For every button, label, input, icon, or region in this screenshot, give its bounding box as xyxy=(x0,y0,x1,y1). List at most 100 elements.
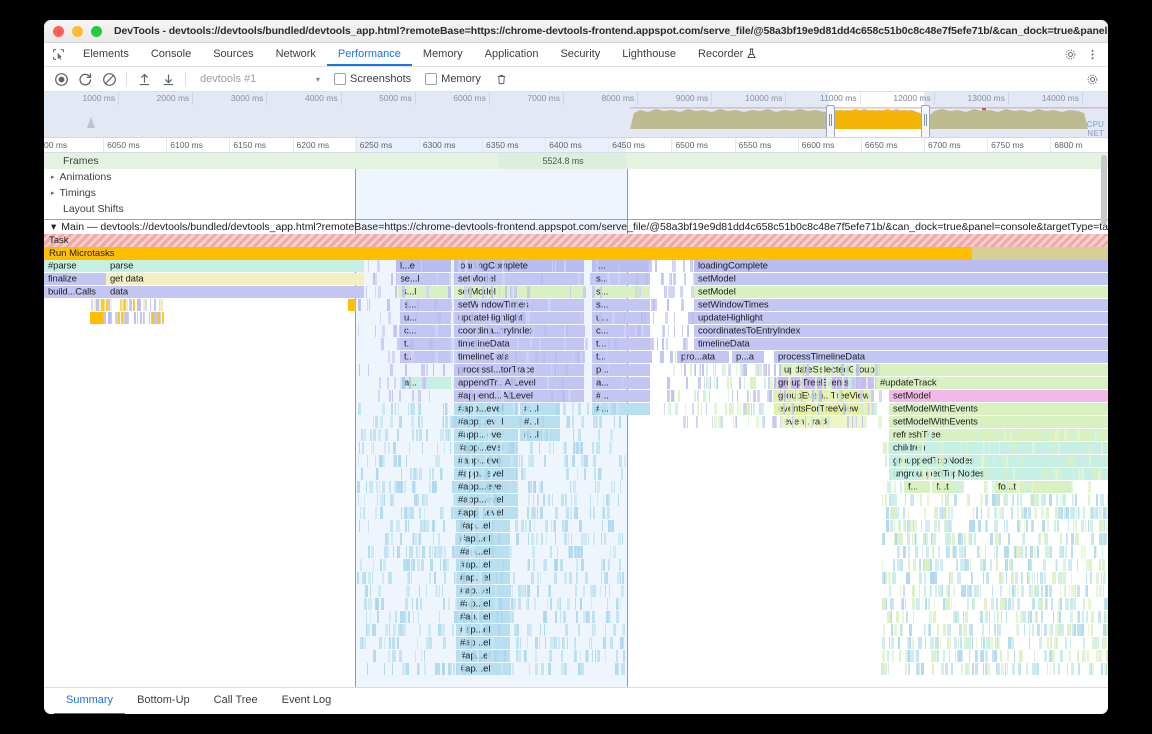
flame-sample-bar[interactable] xyxy=(453,624,455,636)
flame-sample-bar[interactable] xyxy=(565,416,568,428)
flame-sample-bar[interactable] xyxy=(1073,663,1075,675)
flame-sample-bar[interactable] xyxy=(574,546,577,558)
flame-sample-bar[interactable] xyxy=(125,299,128,311)
flame-sample-bar[interactable] xyxy=(467,338,470,350)
run-microtasks-bar[interactable]: Run Microtasks xyxy=(44,247,1108,260)
minimize-window-button[interactable] xyxy=(72,25,83,37)
flame-sample-bar[interactable] xyxy=(909,650,912,662)
flame-sample-bar[interactable] xyxy=(373,429,377,441)
flame-sample-bar[interactable] xyxy=(675,403,679,415)
flame-sample-bar[interactable] xyxy=(490,286,493,298)
flame-sample-bar[interactable] xyxy=(958,481,960,493)
flame-sample-bar[interactable] xyxy=(961,533,963,545)
flame-sample-bar[interactable] xyxy=(775,377,778,389)
flame-sample-bar[interactable] xyxy=(581,546,584,558)
flame-sample-bar[interactable] xyxy=(426,520,429,532)
flame-sample-bar[interactable] xyxy=(95,299,99,311)
flame-sample-bar[interactable] xyxy=(544,611,547,623)
flame-sample-bar[interactable] xyxy=(897,637,900,649)
flame-sample-bar[interactable] xyxy=(589,507,592,519)
flame-sample-bar[interactable] xyxy=(484,533,489,545)
flame-sample-bar[interactable] xyxy=(408,572,411,584)
flame-sample-bar[interactable] xyxy=(403,299,405,311)
flame-sample-bar[interactable] xyxy=(454,273,456,285)
flame-sample-bar[interactable] xyxy=(623,325,627,337)
flame-sample-bar[interactable] xyxy=(541,663,544,675)
flame-sample-bar[interactable] xyxy=(680,286,683,298)
flame-sample-bar[interactable] xyxy=(875,377,879,389)
flame-sample-bar[interactable] xyxy=(950,520,953,532)
flame-sample-bar[interactable] xyxy=(1055,494,1058,506)
flame-sample-bar[interactable] xyxy=(448,429,451,441)
flame-sample-bar[interactable] xyxy=(815,377,817,389)
flame-sample-bar[interactable] xyxy=(560,559,563,571)
flame-sample-bar[interactable] xyxy=(554,572,557,584)
flame-sample-bar[interactable] xyxy=(108,312,112,324)
flame-sample-bar[interactable] xyxy=(756,416,759,428)
flame-sample-bar[interactable] xyxy=(540,429,542,441)
flame-sample-bar[interactable] xyxy=(548,429,550,441)
flame-sample-bar[interactable] xyxy=(663,325,665,337)
flame-sample-bar[interactable] xyxy=(478,559,480,571)
flame-sample-bar[interactable] xyxy=(565,325,569,337)
flame-sample-bar[interactable] xyxy=(943,598,945,610)
flame-sample-bar[interactable] xyxy=(947,585,949,597)
flame-sample-bar[interactable] xyxy=(835,377,837,389)
flame-bar[interactable]: #ap...el xyxy=(456,546,510,558)
flame-sample-bar[interactable] xyxy=(882,663,884,675)
flame-sample-bar[interactable] xyxy=(945,442,948,454)
flame-sample-bar[interactable] xyxy=(930,650,933,662)
flame-sample-bar[interactable] xyxy=(948,520,952,532)
flame-sample-bar[interactable] xyxy=(538,338,541,350)
screenshots-checkbox[interactable]: Screenshots xyxy=(334,73,411,85)
flame-sample-bar[interactable] xyxy=(932,663,935,675)
flame-sample-bar[interactable] xyxy=(651,260,653,272)
flame-sample-bar[interactable] xyxy=(453,611,457,623)
flame-sample-bar[interactable] xyxy=(917,481,920,493)
flame-sample-bar[interactable] xyxy=(475,637,478,649)
flame-sample-bar[interactable] xyxy=(574,650,577,662)
flame-sample-bar[interactable] xyxy=(441,624,445,636)
flame-sample-bar[interactable] xyxy=(784,390,786,402)
flame-sample-bar[interactable] xyxy=(467,494,471,506)
flame-sample-bar[interactable] xyxy=(378,377,382,389)
flame-sample-bar[interactable] xyxy=(675,351,677,363)
flame-sample-bar[interactable] xyxy=(1000,650,1002,662)
flame-sample-bar[interactable] xyxy=(391,351,395,363)
flame-sample-bar[interactable] xyxy=(528,455,531,467)
flame-sample-bar[interactable] xyxy=(1000,455,1004,467)
flame-sample-bar[interactable] xyxy=(460,650,462,662)
flame-sample-bar[interactable] xyxy=(550,364,552,376)
flame-sample-bar[interactable] xyxy=(957,637,959,649)
flame-sample-bar[interactable] xyxy=(642,273,644,285)
timeline-overview[interactable]: 1000 ms 2000 ms 3000 ms 4000 ms 5000 ms 6000 … xyxy=(44,92,1108,138)
flame-sample-bar[interactable] xyxy=(472,611,475,623)
flame-bar[interactable]: coordina...tryIndex xyxy=(454,325,584,337)
flame-sample-bar[interactable] xyxy=(608,338,610,350)
flame-sample-bar[interactable] xyxy=(638,325,642,337)
flame-sample-bar[interactable] xyxy=(578,429,582,441)
flame-sample-bar[interactable] xyxy=(918,637,922,649)
flame-sample-bar[interactable] xyxy=(1104,520,1106,532)
flame-sample-bar[interactable] xyxy=(988,442,990,454)
flame-sample-bar[interactable] xyxy=(1014,572,1018,584)
flame-sample-bar[interactable] xyxy=(973,533,977,545)
flame-sample-bar[interactable] xyxy=(599,585,602,597)
flame-sample-bar[interactable] xyxy=(368,520,370,532)
flame-sample-bar[interactable] xyxy=(543,351,545,363)
flame-sample-bar[interactable] xyxy=(384,494,386,506)
flame-sample-bar[interactable] xyxy=(387,377,389,389)
flame-sample-bar[interactable] xyxy=(665,312,669,324)
flame-sample-bar[interactable] xyxy=(1088,559,1092,571)
flame-sample-bar[interactable] xyxy=(554,611,558,623)
flame-sample-bar[interactable] xyxy=(1043,559,1046,571)
flame-sample-bar[interactable] xyxy=(1000,663,1004,675)
flame-sample-bar[interactable] xyxy=(560,611,561,623)
flame-sample-bar[interactable] xyxy=(599,403,601,415)
flame-sample-bar[interactable] xyxy=(987,637,991,649)
flame-sample-bar[interactable] xyxy=(123,299,125,311)
flame-sample-bar[interactable] xyxy=(930,533,933,545)
flame-sample-bar[interactable] xyxy=(976,429,979,441)
flame-sample-bar[interactable] xyxy=(622,377,624,389)
flame-sample-bar[interactable] xyxy=(532,429,535,441)
